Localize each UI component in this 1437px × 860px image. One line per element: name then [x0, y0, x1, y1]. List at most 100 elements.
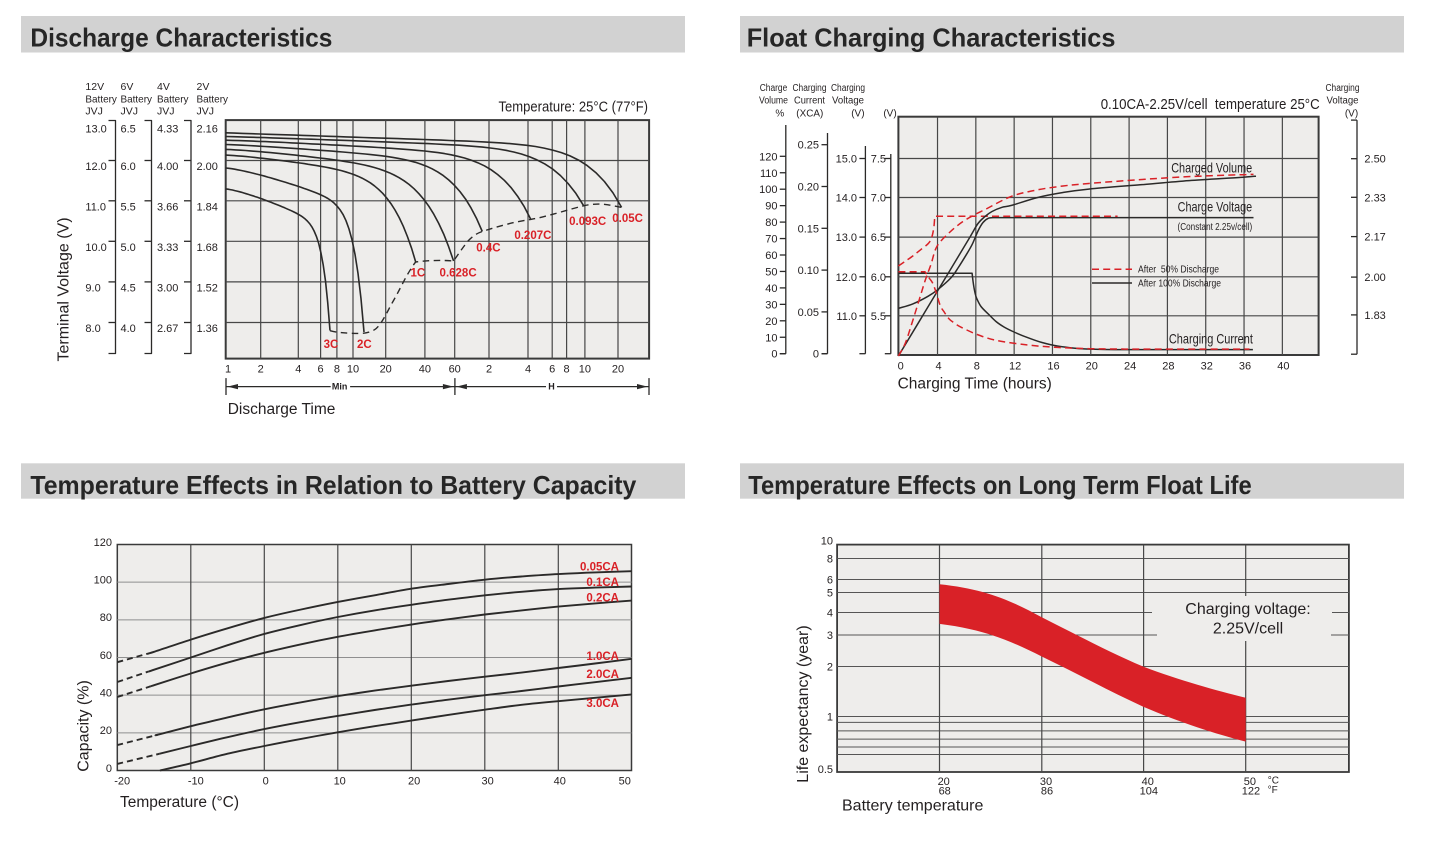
svg-text:12.0: 12.0 — [85, 161, 106, 173]
svg-text:0.5: 0.5 — [818, 764, 833, 776]
svg-text:100: 100 — [759, 184, 777, 196]
svg-text:6: 6 — [549, 364, 555, 376]
svg-text:5.5: 5.5 — [121, 201, 136, 213]
svg-text:12V: 12V — [85, 81, 104, 93]
svg-text:(V): (V) — [851, 109, 864, 120]
svg-text:8: 8 — [974, 360, 980, 372]
svg-text:40: 40 — [554, 775, 566, 787]
svg-text:0: 0 — [898, 360, 904, 372]
svg-text:6.5: 6.5 — [871, 232, 886, 244]
svg-text:104: 104 — [1140, 786, 1158, 798]
svg-text:120: 120 — [94, 537, 112, 549]
svg-text:3: 3 — [827, 630, 833, 642]
svg-text:5: 5 — [827, 588, 833, 600]
svg-text:2.00: 2.00 — [197, 161, 218, 173]
svg-text:20: 20 — [100, 725, 112, 737]
svg-text:11.0: 11.0 — [85, 201, 106, 213]
svg-text:9.0: 9.0 — [85, 282, 100, 294]
svg-text:20: 20 — [612, 364, 624, 376]
svg-text:2.67: 2.67 — [157, 323, 178, 335]
svg-text:Battery: Battery — [157, 94, 189, 106]
svg-text:10: 10 — [765, 332, 777, 344]
svg-text:100: 100 — [94, 575, 112, 587]
svg-text:2: 2 — [827, 662, 833, 674]
svg-text:3.0CA: 3.0CA — [586, 698, 619, 710]
svg-text:1: 1 — [225, 364, 231, 376]
svg-text:1.83: 1.83 — [1364, 310, 1385, 322]
svg-text:7.0: 7.0 — [871, 193, 886, 205]
svg-text:Temperature Effects in Relatio: Temperature Effects in Relation to Batte… — [30, 470, 637, 500]
svg-text:Current: Current — [794, 96, 825, 107]
svg-text:2.25V/cell: 2.25V/cell — [1213, 621, 1283, 638]
svg-text:0.4C: 0.4C — [476, 243, 500, 255]
svg-text:(V): (V) — [883, 109, 896, 120]
svg-text:0.15: 0.15 — [798, 223, 819, 235]
svg-text:30: 30 — [1040, 776, 1052, 788]
svg-text:0: 0 — [263, 775, 269, 787]
svg-text:60: 60 — [449, 364, 461, 376]
svg-text:36: 36 — [1239, 360, 1251, 372]
svg-text:50: 50 — [619, 775, 631, 787]
svg-text:Charged Volume: Charged Volume — [1171, 160, 1252, 176]
svg-text:0.2CA: 0.2CA — [586, 592, 619, 604]
svg-text:1.52: 1.52 — [197, 282, 218, 294]
svg-text:86: 86 — [1041, 786, 1053, 798]
svg-text:After 100% Discharge: After 100% Discharge — [1138, 278, 1221, 290]
svg-text:0.1CA: 0.1CA — [586, 577, 619, 589]
svg-text:(Constant 2.25v/cell): (Constant 2.25v/cell) — [1178, 221, 1253, 233]
svg-text:40: 40 — [1277, 360, 1289, 372]
svg-text:Temperature (°C): Temperature (°C) — [120, 794, 239, 811]
svg-text:Float Charging Characteristics: Float Charging Characteristics — [747, 23, 1116, 53]
svg-text:10: 10 — [579, 364, 591, 376]
svg-text:Min: Min — [332, 381, 348, 391]
svg-text:1C: 1C — [410, 268, 425, 280]
svg-text:32: 32 — [1201, 360, 1213, 372]
svg-text:Capacity (%): Capacity (%) — [76, 680, 93, 772]
svg-text:24: 24 — [1124, 360, 1136, 372]
svg-text:15.0: 15.0 — [836, 154, 857, 166]
svg-text:4.33: 4.33 — [157, 124, 178, 136]
svg-text:10: 10 — [821, 535, 833, 547]
svg-text:2.16: 2.16 — [197, 124, 218, 136]
svg-text:4: 4 — [935, 360, 941, 372]
svg-text:Voltage: Voltage — [1327, 96, 1359, 107]
svg-text:2V: 2V — [197, 81, 210, 93]
svg-text:Charge Voltage: Charge Voltage — [1178, 198, 1253, 214]
svg-text:10: 10 — [334, 775, 346, 787]
svg-text:16: 16 — [1047, 360, 1059, 372]
svg-text:2C: 2C — [357, 339, 372, 351]
svg-text:40: 40 — [765, 283, 777, 295]
svg-text:13.0: 13.0 — [836, 232, 857, 244]
svg-text:0.207C: 0.207C — [514, 230, 551, 242]
svg-text:80: 80 — [765, 217, 777, 229]
svg-text:40: 40 — [100, 688, 112, 700]
svg-text:0.10: 0.10 — [798, 265, 819, 277]
svg-text:40: 40 — [1142, 776, 1154, 788]
svg-text:°F: °F — [1268, 785, 1278, 796]
svg-text:1.84: 1.84 — [197, 201, 218, 213]
svg-text:0: 0 — [106, 763, 112, 775]
svg-text:Charging Time (hours): Charging Time (hours) — [898, 376, 1052, 393]
svg-text:6.0: 6.0 — [871, 272, 886, 284]
svg-text:30: 30 — [481, 775, 493, 787]
svg-text:0: 0 — [771, 349, 777, 361]
svg-text:50: 50 — [1244, 776, 1256, 788]
svg-text:°C: °C — [1268, 775, 1279, 786]
svg-text:4V: 4V — [157, 81, 170, 93]
svg-text:JVJ: JVJ — [157, 106, 175, 118]
svg-text:Discharge Time: Discharge Time — [228, 401, 336, 418]
svg-text:4.00: 4.00 — [157, 161, 178, 173]
svg-text:After 50% Discharge: After 50% Discharge — [1138, 264, 1219, 276]
svg-text:68: 68 — [939, 786, 951, 798]
svg-text:1.36: 1.36 — [197, 323, 218, 335]
svg-text:0.093C: 0.093C — [569, 216, 606, 228]
svg-text:4.5: 4.5 — [121, 282, 136, 294]
svg-text:Battery: Battery — [121, 94, 153, 106]
svg-text:8.0: 8.0 — [85, 323, 100, 335]
svg-text:2: 2 — [486, 364, 492, 376]
svg-text:4.0: 4.0 — [121, 323, 136, 335]
svg-text:-20: -20 — [114, 775, 130, 787]
svg-text:Temperature: 25°C (77°F): Temperature: 25°C (77°F) — [499, 98, 649, 115]
svg-text:0.05: 0.05 — [798, 307, 819, 319]
svg-text:H: H — [548, 381, 555, 391]
